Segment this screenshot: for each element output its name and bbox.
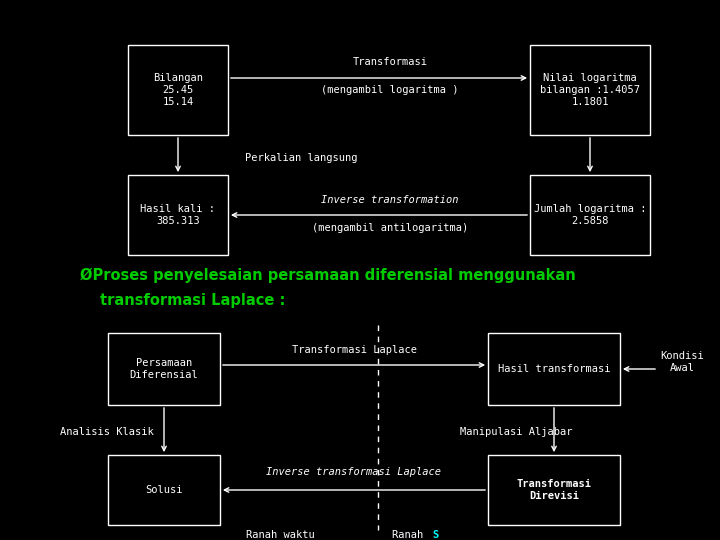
Text: Analisis Klasik: Analisis Klasik [60,427,154,437]
Text: Perkalian langsung: Perkalian langsung [245,153,358,163]
Text: Transformasi Laplace: Transformasi Laplace [292,345,416,355]
Text: Transformasi: Transformasi [353,57,428,67]
Bar [488,333,620,405]
Text: Ranah waktu: Ranah waktu [246,530,315,540]
Text: Transformasi
Direvisi: Transformasi Direvisi [516,479,592,501]
Text: (mengambil logaritma ): (mengambil logaritma ) [321,85,459,95]
Text: (mengambil antilogaritma): (mengambil antilogaritma) [312,223,468,233]
Bar [108,455,220,525]
Bar [488,455,620,525]
Text: ØProses penyelesaian persamaan diferensial menggunakan: ØProses penyelesaian persamaan diferensi… [80,267,576,282]
Text: Inverse transformation: Inverse transformation [321,195,459,205]
Bar [128,175,228,255]
Bar [530,45,650,135]
Text: Manipulasi Aljabar: Manipulasi Aljabar [460,427,572,437]
Text: Bilangan
25.45
15.14: Bilangan 25.45 15.14 [153,73,203,106]
Text: Solusi: Solusi [145,485,183,495]
Text: Inverse transformasi Laplace: Inverse transformasi Laplace [266,467,441,477]
Text: transformasi Laplace :: transformasi Laplace : [100,293,285,307]
Text: S: S [432,530,438,540]
Text: Persamaan
Diferensial: Persamaan Diferensial [130,358,199,380]
Bar [108,333,220,405]
Text: Jumlah logaritma :
2.5858: Jumlah logaritma : 2.5858 [534,204,647,226]
Text: Ranah: Ranah [392,530,430,540]
Text: Kondisi
Awal: Kondisi Awal [660,351,703,373]
Bar [128,45,228,135]
Text: Hasil kali :
385.313: Hasil kali : 385.313 [140,204,215,226]
Text: Hasil transformasi: Hasil transformasi [498,364,611,374]
Bar [530,175,650,255]
Text: Nilai logaritma
bilangan :1.4057
1.1801: Nilai logaritma bilangan :1.4057 1.1801 [540,73,640,106]
